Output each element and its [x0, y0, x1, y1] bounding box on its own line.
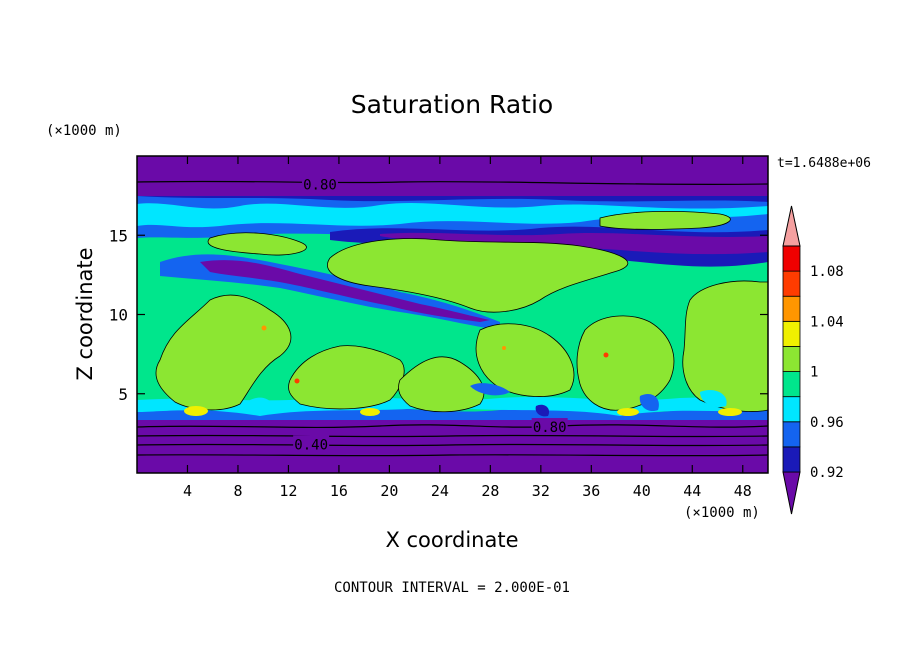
contour-label-bg [301, 175, 338, 192]
contour-surface-b [137, 454, 768, 457]
field-streak-12-purple [200, 260, 490, 322]
colorbar-band [782, 320, 801, 347]
x-tick-label: 48 [734, 482, 752, 500]
colorbar-lower-extension [782, 471, 801, 515]
cloud-regions [155, 210, 768, 413]
cloud-upper-left [207, 232, 307, 256]
contour-surface-080 [137, 424, 768, 429]
colorbar: 1.08 1.04 1 0.96 0.92 [782, 205, 844, 515]
x-tick-label: 24 [431, 482, 449, 500]
base-cyan-1 [250, 397, 273, 413]
cloud-center-right [475, 323, 575, 397]
contour-interval-label: CONTOUR INTERVAL = 2.000E-01 [334, 580, 570, 596]
x-tick-label: 12 [279, 482, 297, 500]
y-tick-group: 5 10 15 [109, 226, 768, 404]
cloud-upper-right [599, 210, 731, 230]
x-tick-label: 16 [330, 482, 348, 500]
speck-yellow-3 [617, 408, 639, 416]
x-tick-label: 40 [633, 482, 651, 500]
speck-yellow-2 [360, 408, 380, 416]
colorbar-label: 0.96 [810, 415, 844, 431]
x-tick-group: 4 8 12 16 20 24 28 32 36 40 44 48 [183, 156, 752, 500]
y-tick-label: 15 [109, 226, 128, 245]
cloud-base-features [250, 383, 727, 417]
field-top-dry [137, 156, 768, 196]
colorbar-band [782, 421, 801, 448]
field-upper-darkblue [137, 196, 768, 202]
speck-orange-2 [502, 346, 506, 350]
contour-label: 0.80 [303, 178, 337, 194]
speck-yellow-1 [184, 406, 208, 416]
supersaturation-specks [184, 325, 742, 416]
field-upper-cyan [137, 202, 768, 228]
contour-label-bg [531, 418, 568, 435]
base-blue-1 [470, 383, 510, 396]
speck-red-2 [603, 352, 609, 358]
colorbar-band [782, 245, 801, 272]
x-tick-label: 28 [481, 482, 499, 500]
field-streak-15-purple [380, 232, 768, 255]
band-surface-dry [137, 156, 768, 473]
x-axis-label: X coordinate [385, 528, 518, 552]
contour-surface-040 [137, 443, 768, 447]
contour-surface-a [137, 434, 768, 438]
colorbar-label: 1.04 [810, 314, 844, 330]
chart-title: Saturation Ratio [351, 90, 553, 119]
x-tick-label: 32 [532, 482, 550, 500]
colorbar-label: 1 [810, 365, 818, 381]
contour-label-bg [293, 435, 330, 452]
colorbar-band [782, 446, 801, 473]
speck-orange-1 [261, 325, 267, 331]
contour-top-080 [137, 180, 768, 186]
x-unit-label: (×1000 m) [684, 505, 760, 521]
cloud-upper-mid [327, 238, 629, 313]
field-surface-blue [137, 406, 768, 420]
contour-label-layer: 0.80 0.80 0.40 [293, 175, 568, 453]
colorbar-band [782, 346, 801, 372]
y-tick-label: 10 [109, 306, 128, 325]
x-tick-label: 36 [582, 482, 600, 500]
y-unit-label: (×1000 m) [46, 123, 122, 139]
cloud-far-right [682, 280, 768, 412]
colorbar-band [782, 371, 801, 398]
plot-area: 0.80 0.80 0.40 [137, 156, 768, 473]
x-tick-label: 8 [233, 482, 242, 500]
y-tick-label: 5 [118, 385, 128, 404]
colorbar-band [782, 295, 801, 322]
x-tick-label: 4 [183, 482, 192, 500]
base-blue-2 [535, 404, 550, 417]
cloud-center [398, 356, 485, 413]
contour-label: 0.80 [533, 420, 567, 436]
colorbar-band [782, 270, 801, 297]
x-tick-label: 20 [380, 482, 398, 500]
x-tick-label: 44 [683, 482, 701, 500]
colorbar-label: 0.92 [810, 465, 844, 481]
base-cyan-2 [700, 389, 727, 408]
contour-label: 0.40 [294, 437, 328, 453]
contour-lines [137, 180, 768, 457]
colorbar-upper-extension [782, 205, 801, 247]
base-blue-3 [639, 393, 659, 412]
speck-yellow-4 [718, 408, 742, 416]
colorbar-band [782, 396, 801, 423]
time-label: t=1.6488e+06 [777, 156, 871, 171]
colorbar-label: 1.08 [810, 264, 844, 280]
field-surface-dry [137, 420, 768, 473]
y-axis-label: Z coordinate [73, 247, 97, 380]
cloud-left [155, 294, 292, 411]
speck-red-1 [294, 378, 300, 384]
